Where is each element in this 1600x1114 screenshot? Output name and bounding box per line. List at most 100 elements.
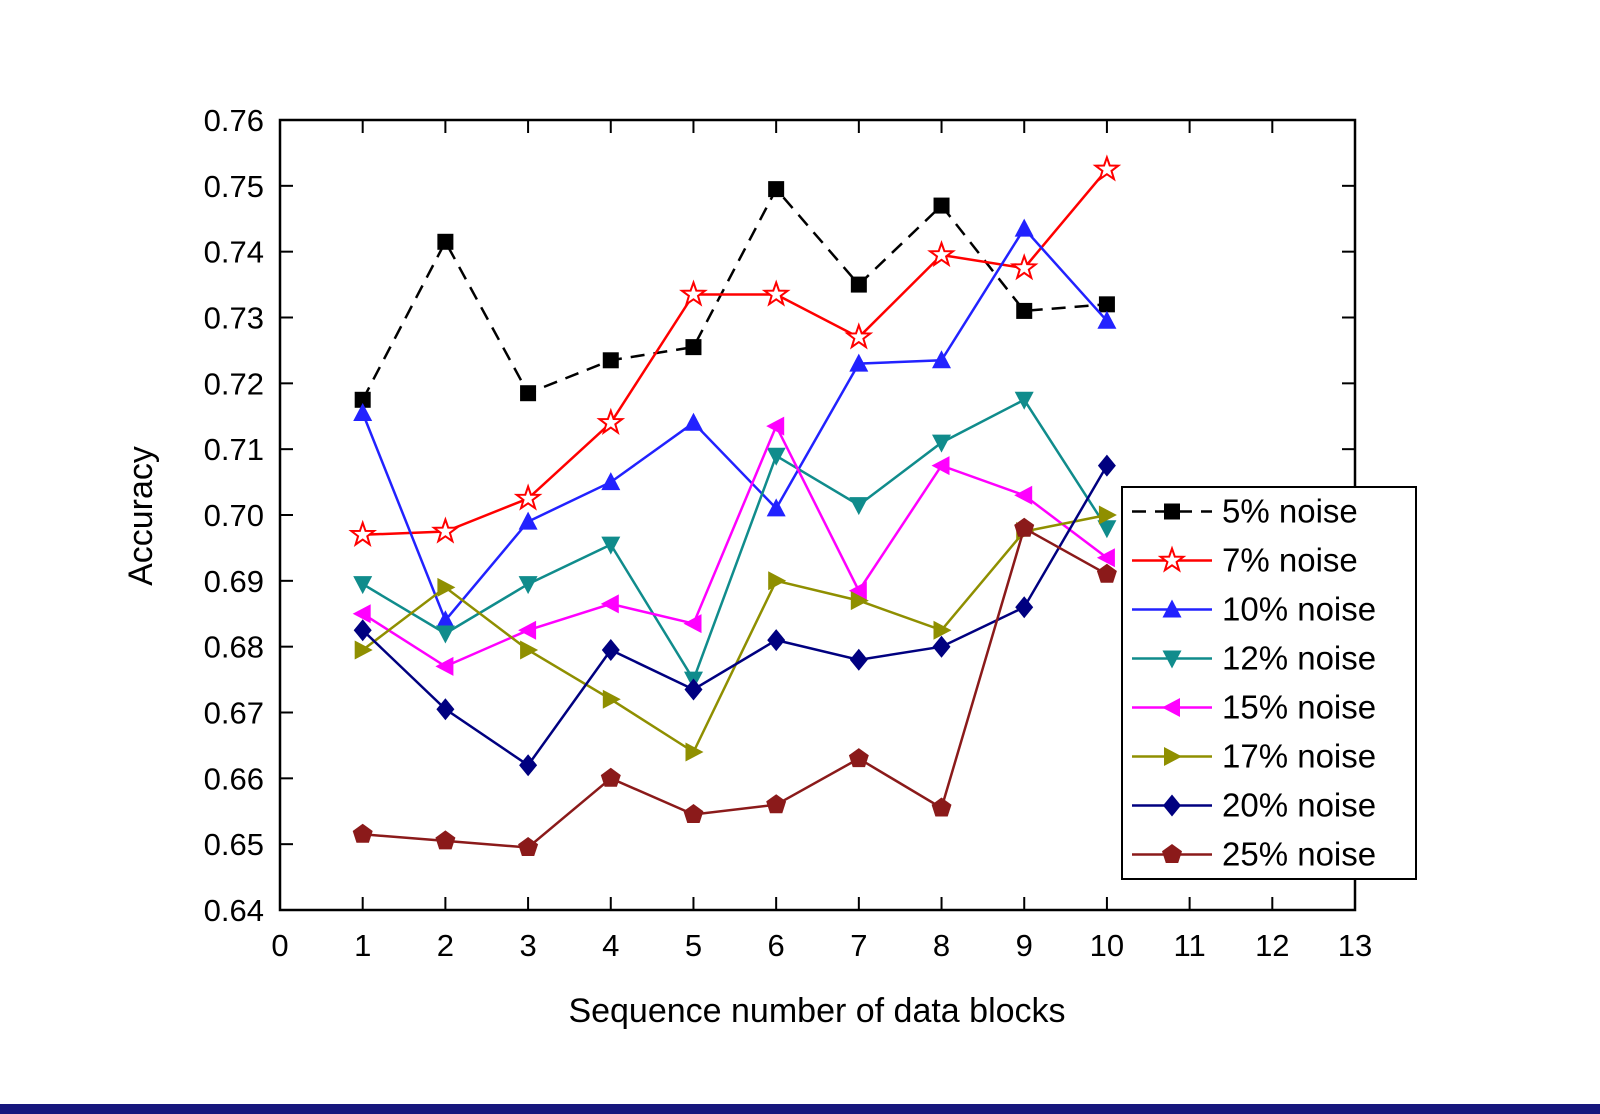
legend-item: 7% noise [1132, 542, 1358, 579]
pentagon-marker [1096, 563, 1117, 583]
triangle-down-marker [1097, 520, 1117, 539]
triangle-left-marker [848, 581, 867, 601]
star-marker [596, 407, 626, 435]
x-tick-label: 12 [1255, 928, 1289, 963]
triangle-down-marker [849, 497, 869, 516]
triangle-up-marker [932, 350, 951, 369]
triangle-right-marker [1098, 505, 1117, 525]
legend-label: 10% noise [1222, 591, 1376, 628]
diamond-marker [1015, 596, 1034, 619]
diamond-marker [601, 639, 620, 661]
triangle-up-marker [435, 610, 455, 629]
legend-label: 25% noise [1222, 836, 1376, 873]
x-tick-label: 0 [271, 928, 288, 963]
star-marker [513, 483, 543, 511]
series-line [362, 526, 1108, 849]
square-marker [1098, 296, 1115, 313]
square-marker [685, 339, 702, 356]
triangle-right-marker [1164, 747, 1182, 766]
triangle-left-marker [1162, 698, 1180, 717]
series-line [362, 423, 1108, 668]
y-tick-label: 0.65 [204, 827, 264, 862]
triangle-left-marker [683, 614, 702, 634]
series-17-noise [354, 505, 1117, 762]
triangle-up-marker [1097, 310, 1117, 329]
star-marker [679, 279, 708, 307]
pentagon-marker [848, 748, 869, 768]
diamond-marker [684, 678, 703, 701]
series-12-noise [353, 391, 1117, 690]
series-line [362, 398, 1108, 683]
triangle-up-marker [353, 403, 373, 421]
triangle-up-marker [1014, 218, 1034, 237]
y-tick-label: 0.69 [204, 564, 264, 599]
star-marker [761, 279, 791, 307]
triangle-right-marker [933, 620, 952, 640]
star-marker [1009, 253, 1039, 281]
triangle-down-marker [1014, 391, 1034, 410]
x-tick-label: 6 [768, 928, 785, 963]
pentagon-marker [600, 767, 621, 787]
square-marker [437, 233, 454, 250]
data-series [348, 154, 1122, 856]
y-tick-label: 0.74 [204, 235, 264, 270]
y-tick-label: 0.73 [204, 301, 264, 336]
x-tick-label: 4 [602, 928, 619, 963]
axis-ticks: 0 1 2 3 4 5 6 7 8 9 10 11 12 130.640.650.660.670.680.… [204, 103, 1373, 963]
triangle-left-marker [766, 416, 785, 436]
triangle-up-marker [684, 412, 703, 431]
diamond-marker [353, 619, 372, 642]
x-tick-label: 11 [1174, 928, 1206, 963]
series-20-noise [353, 454, 1116, 777]
x-tick-label: 13 [1338, 928, 1372, 963]
legend-label: 20% noise [1222, 787, 1376, 824]
y-tick-label: 0.68 [204, 630, 264, 665]
x-tick-label: 7 [850, 928, 867, 963]
triangle-right-marker [602, 689, 621, 709]
series-line [362, 168, 1108, 537]
square-marker [933, 197, 950, 214]
bottom-bar [0, 1104, 1600, 1114]
legend-item: 5% noise [1132, 493, 1358, 530]
diamond-marker [767, 629, 786, 652]
square-marker [602, 352, 619, 369]
legend-item: 20% noise [1132, 787, 1376, 824]
y-tick-label: 0.71 [204, 432, 264, 467]
y-tick-label: 0.70 [204, 498, 264, 533]
legend-item: 25% noise [1132, 836, 1376, 873]
series-10-noise [353, 218, 1117, 629]
y-tick-label: 0.67 [204, 696, 264, 731]
triangle-right-marker [685, 742, 704, 762]
triangle-down-marker [601, 536, 621, 555]
triangle-left-marker [600, 594, 619, 614]
triangle-left-marker [1096, 548, 1115, 568]
star-marker [844, 322, 874, 350]
series-line [361, 186, 1107, 401]
legend-label: 12% noise [1222, 640, 1376, 677]
pentagon-marker [518, 837, 539, 856]
square-marker [354, 391, 371, 408]
legend-item: 17% noise [1132, 738, 1376, 775]
triangle-down-marker [518, 576, 538, 595]
x-tick-label: 3 [519, 928, 536, 963]
legend-item: 15% noise [1132, 689, 1376, 726]
star-marker [1092, 154, 1122, 182]
series-5-noise [354, 181, 1115, 408]
star-marker [927, 239, 956, 268]
star-marker [1157, 545, 1187, 573]
triangle-down-marker [1162, 650, 1182, 669]
legend-label: 7% noise [1222, 542, 1358, 579]
legend: 5% noise 7% noise 10% noise 12% noise 15% no… [1121, 486, 1417, 880]
legend-label: 5% noise [1222, 493, 1358, 530]
triangle-left-marker [352, 604, 371, 624]
triangle-up-marker [1162, 599, 1182, 618]
y-tick-label: 0.66 [204, 761, 264, 796]
triangle-down-marker [435, 625, 455, 644]
series-line [361, 226, 1108, 623]
triangle-down-marker [766, 447, 786, 466]
star-marker [348, 519, 378, 547]
pentagon-marker [352, 823, 373, 843]
series-line [361, 513, 1108, 754]
triangle-left-marker [931, 456, 950, 476]
legend-label: 15% noise [1222, 689, 1376, 726]
